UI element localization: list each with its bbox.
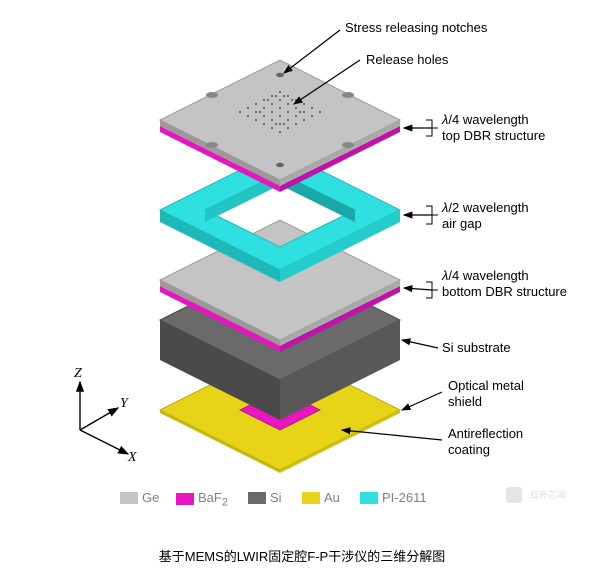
legend-ge: Ge: [120, 490, 159, 505]
top-dbr-layer: [160, 60, 400, 192]
axis-y: Y: [120, 396, 128, 412]
swatch-pi: [360, 492, 378, 504]
label-bottom-dbr: λ/4 wavelength bottom DBR structure: [442, 268, 567, 301]
wechat-icon: [506, 487, 522, 503]
label-ar: Antireflectioncoating: [448, 426, 523, 459]
legend-baf2: BaF2: [176, 490, 228, 509]
axis-z: Z: [74, 366, 82, 382]
label-top-dbr: λ/4 wavelength top DBR structure: [442, 112, 545, 145]
arrow-notches: [284, 30, 340, 73]
arrow-ar: [342, 430, 442, 440]
arrow-si-sub: [402, 340, 438, 348]
label-si-sub: Si substrate: [442, 340, 511, 356]
swatch-ge: [120, 492, 138, 504]
legend-au: Au: [302, 490, 340, 505]
label-release-holes: Release holes: [366, 52, 448, 68]
label-air-gap: λ/2 wavelength air gap: [442, 200, 529, 233]
arrow-shield: [402, 392, 442, 410]
watermark-text: 红外芯闻: [530, 488, 566, 501]
swatch-si: [248, 492, 266, 504]
swatch-au: [302, 492, 320, 504]
xyz-axes: [80, 382, 128, 454]
arrow-bottom-dbr: [404, 288, 432, 290]
figure-caption: 基于MEMS的LWIR固定腔F-P干涉仪的三维分解图: [0, 546, 604, 565]
label-shield: Optical metalshield: [448, 378, 524, 411]
legend-pi: PI-2611: [360, 490, 427, 505]
exploded-diagram: [0, 0, 604, 500]
axis-x: X: [128, 450, 137, 466]
label-notches: Stress releasing notches: [345, 20, 487, 36]
swatch-baf2: [176, 493, 194, 505]
legend-si: Si: [248, 490, 282, 505]
